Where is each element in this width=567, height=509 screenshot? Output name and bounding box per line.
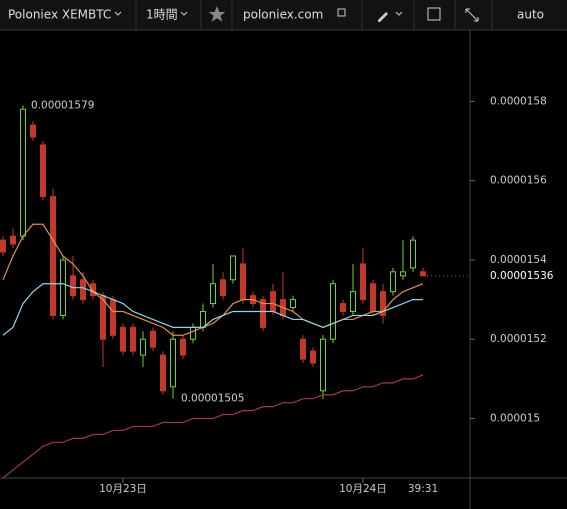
candle-body [140, 338, 146, 356]
candle-body [380, 291, 386, 316]
x-tick-label: 10月24日 [339, 483, 387, 495]
scale-mode[interactable]: auto [517, 8, 544, 22]
candle-body [290, 299, 296, 309]
y-tick-label: 0.0000152 [490, 333, 547, 345]
candle-body [370, 283, 376, 312]
max-label: 0.00001579 [31, 99, 94, 111]
candle-body [210, 283, 216, 305]
candle-body [330, 283, 336, 340]
x-tick-label: 10月23日 [99, 483, 147, 495]
candle-body [260, 299, 266, 328]
dropdown-icon [395, 11, 403, 16]
candle-body [90, 283, 96, 297]
candle-body [350, 291, 356, 312]
candle-body [170, 338, 176, 388]
candle-body [300, 338, 306, 360]
dropdown-icon [114, 11, 122, 16]
candle-body [50, 196, 56, 316]
candle-body [10, 235, 16, 245]
candle-body [110, 299, 116, 336]
y-tick-label: 0.000015 [490, 413, 540, 425]
candle-body [240, 263, 246, 301]
interval[interactable]: 1時間 [146, 8, 178, 22]
candle-body [120, 326, 126, 352]
candle-body [130, 326, 136, 352]
candle-body [40, 144, 46, 198]
candle-body [360, 263, 366, 301]
moving-average [2, 374, 424, 479]
site-link[interactable]: poloniex.com [243, 8, 323, 22]
draw-icon[interactable] [378, 12, 388, 22]
min-label: 0.00001505 [181, 393, 244, 405]
candle-body [310, 350, 316, 364]
fullscreen-icon[interactable] [465, 8, 479, 22]
dropdown-icon [180, 11, 188, 16]
candle-body [160, 354, 166, 392]
indicator-icon[interactable] [427, 7, 441, 21]
candle-body [400, 271, 406, 277]
countdown: 39:31 [408, 483, 438, 495]
y-tick-label: 0.0000154 [490, 254, 547, 266]
candle-body [220, 279, 226, 297]
candle-body [30, 124, 36, 138]
popout-icon[interactable] [337, 8, 346, 17]
candle-body [180, 338, 186, 356]
candle-body [270, 291, 276, 312]
candle-body [20, 108, 26, 237]
candle-body [60, 259, 66, 316]
symbol[interactable]: Poloniex XEMBTC [8, 8, 111, 22]
candle-body [420, 271, 426, 277]
candle-body [200, 310, 206, 328]
candle-body [190, 326, 196, 340]
toolbar: Poloniex XEMBTC 1時間 poloniex.com auto [0, 0, 567, 31]
interval-button[interactable]: 1時間 [146, 8, 188, 22]
moving-average [2, 283, 423, 336]
y-tick-label: 0.0000156 [490, 175, 547, 187]
candle-body [80, 279, 86, 301]
moving-average [2, 223, 424, 336]
candle-body [230, 255, 236, 281]
candle-body [320, 338, 326, 392]
favorite-icon[interactable] [208, 6, 226, 22]
last-price-label: 0.00001536 [490, 270, 554, 282]
candle-body [410, 239, 416, 269]
candle-body [340, 303, 346, 312]
candle-body [70, 275, 76, 297]
y-tick-label: 0.0000158 [490, 95, 547, 107]
candle-body [390, 271, 396, 293]
candle-body [150, 330, 156, 348]
candle-body [0, 239, 6, 253]
symbol-button[interactable]: Poloniex XEMBTC [8, 8, 122, 22]
